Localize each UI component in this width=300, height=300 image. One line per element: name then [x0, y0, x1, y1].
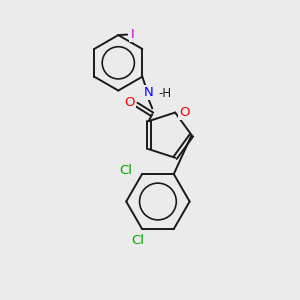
Text: Cl: Cl: [132, 234, 145, 248]
Text: O: O: [179, 106, 189, 119]
Text: -H: -H: [158, 87, 171, 100]
Text: I: I: [130, 28, 134, 40]
Text: O: O: [124, 96, 135, 109]
Text: N: N: [143, 86, 153, 99]
Text: Cl: Cl: [120, 164, 133, 177]
